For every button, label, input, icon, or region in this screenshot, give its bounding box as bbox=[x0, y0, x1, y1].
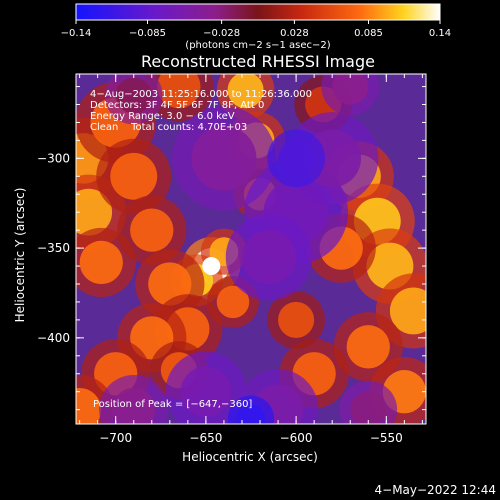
x-tick-label: −700 bbox=[99, 431, 132, 445]
x-axis: −700 −650 −600 −550 bbox=[79, 74, 423, 445]
x-tick-label: −550 bbox=[370, 431, 403, 445]
heatmap-blob bbox=[76, 387, 102, 424]
peak-position-label: Position of Peak = [−647,−360] bbox=[93, 399, 252, 410]
heatmap-blob bbox=[236, 404, 266, 424]
peak-marker bbox=[202, 257, 221, 276]
heatmap-blob bbox=[227, 74, 264, 109]
heatmap-blob bbox=[350, 391, 387, 424]
heatmap-blob bbox=[130, 208, 174, 252]
annotation-detectors: Detectors: 3F 4F 5F 6F 7F 8F, Att 0 bbox=[90, 100, 264, 111]
heatmap-blob bbox=[278, 301, 315, 338]
x-tick-label: −650 bbox=[189, 431, 222, 445]
heatmap-blob bbox=[148, 262, 192, 306]
footer-date: 4−May−2022 12:44 bbox=[375, 483, 497, 497]
colorbar-tick-label: 0.028 bbox=[280, 28, 309, 39]
annotation-energy-range: Energy Range: 3.0 − 6.0 keV bbox=[90, 111, 235, 122]
heatmap-blob bbox=[191, 125, 257, 191]
heatmap-blob bbox=[389, 287, 426, 335]
y-axis: −300 −350 −400 bbox=[37, 86, 426, 411]
colorbar-frame bbox=[75, 3, 441, 21]
colorbar-tick-label: −0.14 bbox=[61, 28, 92, 39]
heatmap-image bbox=[76, 74, 426, 424]
y-axis-label: Heliocentric Y (arcsec) bbox=[13, 188, 27, 323]
colorbar-tick-label: 0.085 bbox=[354, 28, 383, 39]
x-axis-label: Heliocentric X (arcsec) bbox=[182, 450, 318, 464]
heatmap-blob bbox=[346, 325, 390, 369]
heatmap-blob bbox=[157, 74, 201, 109]
chart-title: Reconstructed RHESSI Image bbox=[141, 52, 375, 71]
heatmap-blob bbox=[115, 77, 152, 114]
annotation-clean-counts: Clean Total counts: 4.70E+03 bbox=[90, 122, 247, 133]
heatmap-blob bbox=[332, 74, 369, 105]
colorbar-tick-label: −0.028 bbox=[203, 28, 240, 39]
heatmap-blob bbox=[110, 152, 158, 200]
colorbar-units: (photons cm−2 s−1 asec−2) bbox=[185, 40, 330, 51]
heatmap-blob bbox=[180, 366, 232, 417]
heatmap-cells bbox=[76, 74, 426, 424]
heatmap-blob bbox=[216, 285, 250, 319]
colorbar-tick-label: 0.14 bbox=[429, 28, 451, 39]
x-tick-label: −600 bbox=[280, 431, 313, 445]
heatmap-blob bbox=[76, 188, 113, 236]
y-tick-label: −350 bbox=[37, 241, 70, 255]
heatmap-blob bbox=[79, 240, 123, 285]
annotation-time-range: 4−Aug−2003 11:25:16.000 to 11:26:36.000 bbox=[90, 89, 312, 100]
colorbar-tick-label: −0.085 bbox=[129, 28, 166, 39]
heatmap-blob bbox=[241, 230, 297, 285]
heatmap-blob bbox=[112, 387, 156, 424]
y-tick-label: −400 bbox=[37, 331, 70, 345]
colorbar-ticks: −0.14 −0.085 −0.028 0.028 0.085 0.14 bbox=[61, 20, 451, 39]
plot-frame bbox=[75, 73, 427, 425]
colorbar-gradient bbox=[76, 4, 440, 20]
heatmap-blob bbox=[278, 140, 315, 177]
y-tick-label: −300 bbox=[37, 151, 70, 165]
